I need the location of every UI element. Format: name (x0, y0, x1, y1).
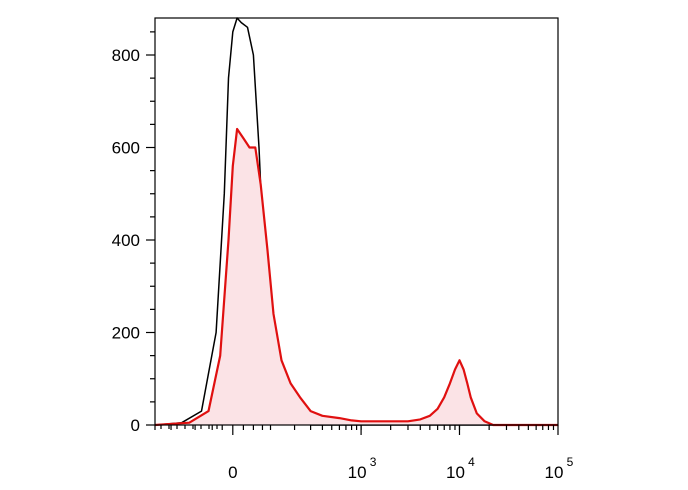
x-tick-label: 10 (446, 463, 465, 482)
x-tick-exponent: 5 (567, 455, 574, 469)
y-tick-label: 0 (131, 416, 140, 435)
plot-frame (154, 17, 559, 426)
x-tick-label: 10 (348, 463, 367, 482)
x-tick-label: 0 (228, 463, 237, 482)
y-axis: 0 200 400 600 800 (112, 31, 155, 435)
x-tick-exponent: 4 (468, 455, 475, 469)
plot-border (154, 17, 559, 426)
plot-series (154, 17, 558, 427)
x-tick-exponent: 3 (370, 455, 377, 469)
series-fill-1 (155, 129, 558, 425)
y-tick-label: 600 (112, 139, 140, 158)
y-tick-label: 400 (112, 231, 140, 250)
series-line-1 (154, 127, 558, 427)
series-line-0 (154, 17, 558, 426)
y-tick-label: 200 (112, 324, 140, 343)
y-tick-label: 800 (112, 46, 140, 65)
x-tick-label: 10 (545, 463, 564, 482)
